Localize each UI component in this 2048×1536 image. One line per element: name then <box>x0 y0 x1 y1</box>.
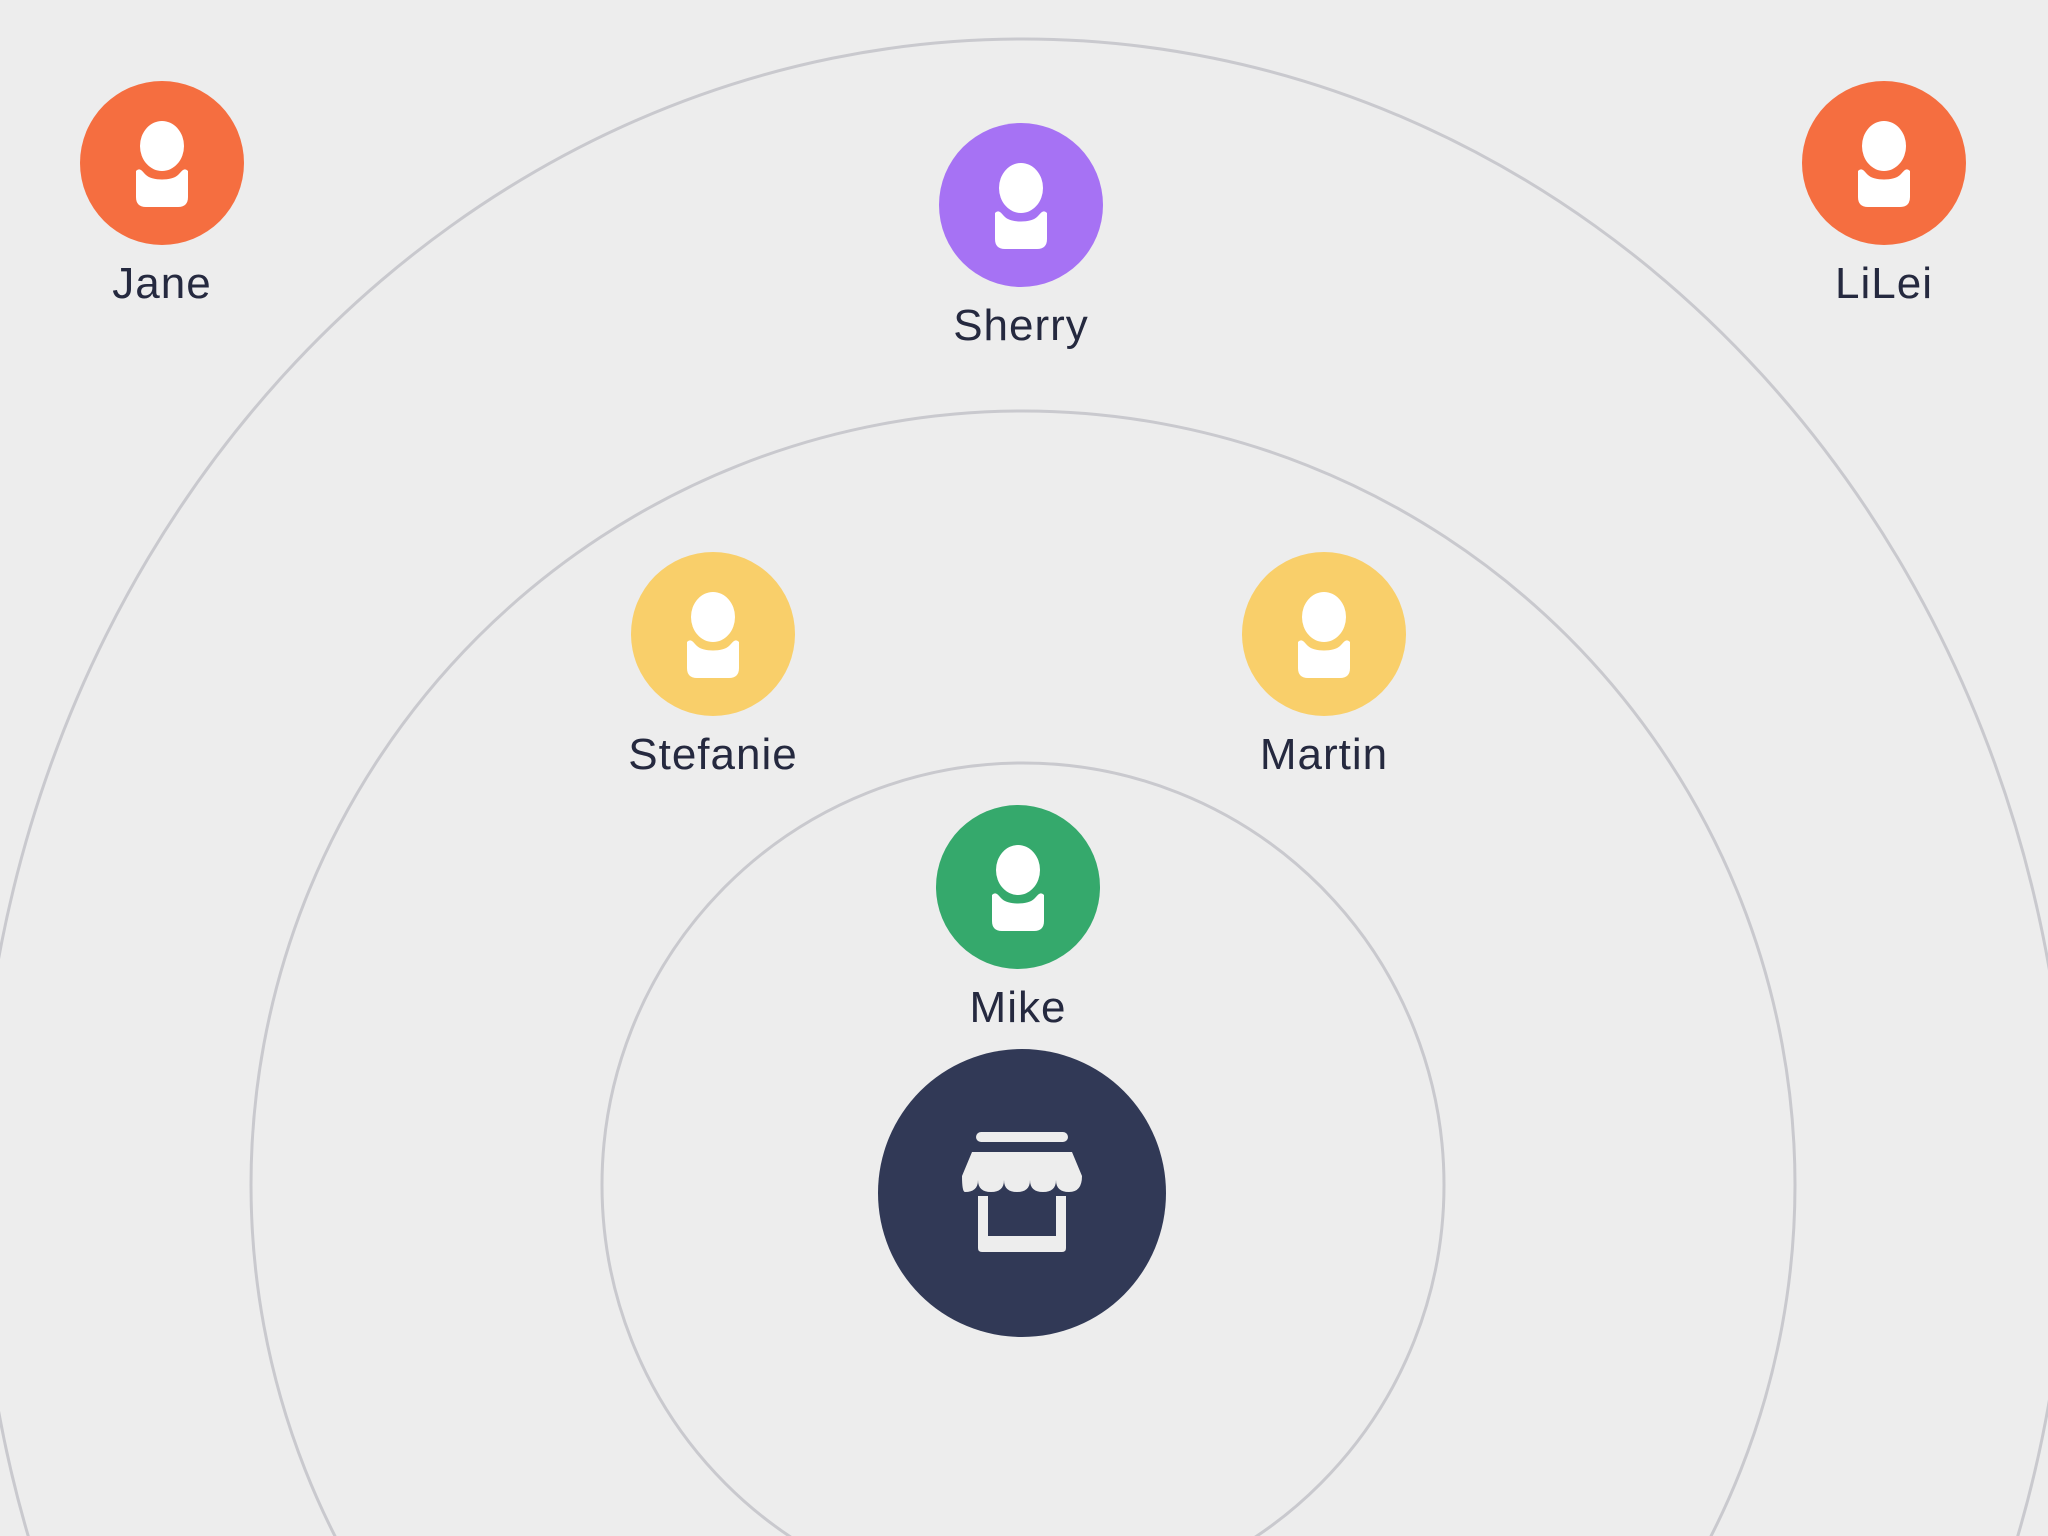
storefront-icon <box>952 1128 1092 1258</box>
person-martin[interactable]: Martin <box>1174 552 1474 780</box>
user-icon <box>986 843 1050 931</box>
user-icon <box>130 119 194 207</box>
person-jane[interactable]: Jane <box>12 81 312 309</box>
avatar <box>936 805 1100 969</box>
person-sherry[interactable]: Sherry <box>871 123 1171 351</box>
user-icon <box>1292 590 1356 678</box>
person-name: LiLei <box>1734 259 2034 309</box>
person-stefanie[interactable]: Stefanie <box>563 552 863 780</box>
avatar <box>80 81 244 245</box>
person-name: Sherry <box>871 301 1171 351</box>
person-lilei[interactable]: LiLei <box>1734 81 2034 309</box>
person-name: Stefanie <box>563 730 863 780</box>
person-mike[interactable]: Mike <box>868 805 1168 1033</box>
person-name: Martin <box>1174 730 1474 780</box>
avatar <box>631 552 795 716</box>
user-icon <box>681 590 745 678</box>
person-name: Mike <box>868 983 1168 1033</box>
avatar <box>1242 552 1406 716</box>
avatar <box>1802 81 1966 245</box>
avatar <box>939 123 1103 287</box>
user-icon <box>1852 119 1916 207</box>
person-name: Jane <box>12 259 312 309</box>
user-icon <box>989 161 1053 249</box>
center-store-node[interactable] <box>878 1049 1166 1337</box>
